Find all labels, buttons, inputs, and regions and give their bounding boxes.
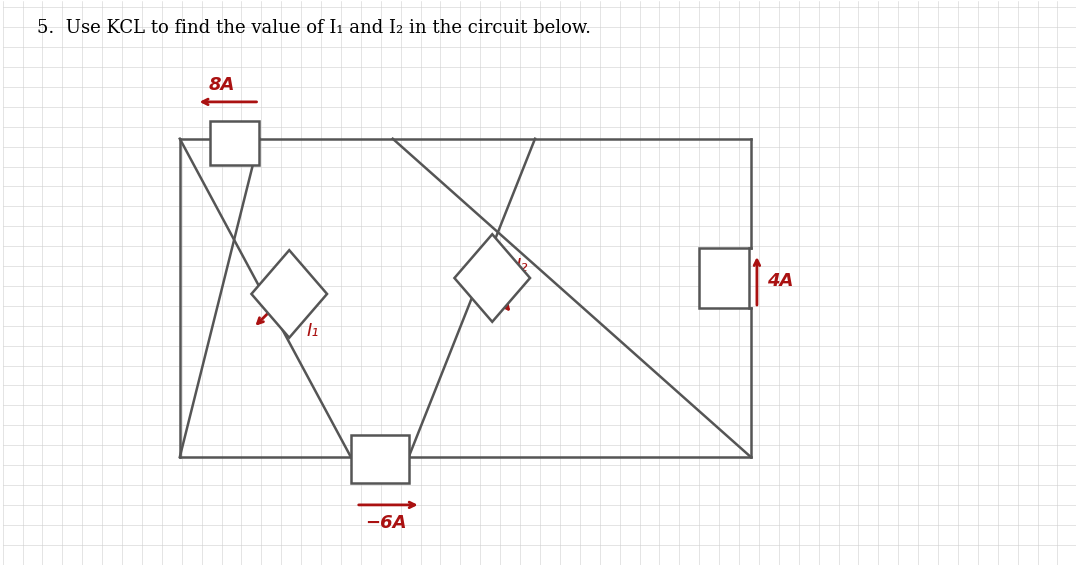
Polygon shape	[251, 250, 327, 338]
Text: 5.  Use KCL to find the value of I₁ and I₂ in the circuit below.: 5. Use KCL to find the value of I₁ and I…	[38, 19, 591, 37]
Text: I₂: I₂	[515, 257, 528, 275]
Polygon shape	[454, 234, 530, 322]
Bar	[351, 435, 409, 483]
Text: I₁: I₁	[306, 321, 318, 340]
Bar	[699, 248, 749, 308]
Text: 4A: 4A	[767, 272, 793, 290]
Text: −6A: −6A	[365, 514, 407, 532]
Text: 8A: 8A	[208, 76, 235, 94]
Bar	[209, 121, 259, 165]
